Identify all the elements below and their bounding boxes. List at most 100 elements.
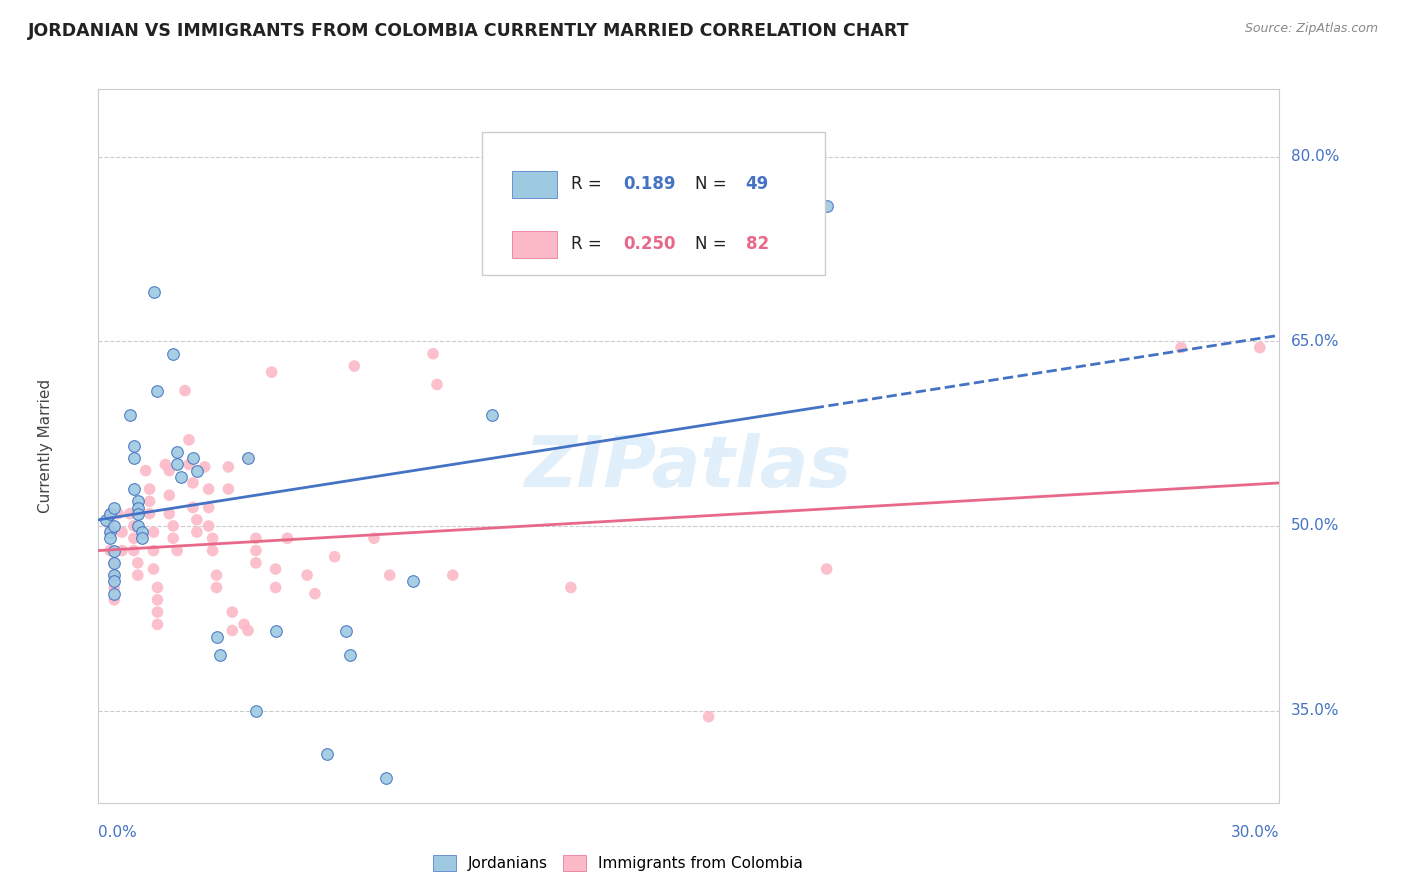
Point [122, 451, 145, 466]
Point [166, 543, 188, 558]
Text: R =: R = [571, 175, 607, 193]
Point [335, 624, 357, 638]
Text: N =: N = [695, 235, 731, 253]
FancyBboxPatch shape [482, 132, 825, 275]
Point [205, 568, 228, 582]
Point [103, 543, 125, 558]
Point [422, 347, 444, 361]
Text: 65.0%: 65.0% [1291, 334, 1339, 349]
Point [245, 556, 267, 570]
Point [174, 384, 197, 398]
Point [96, 513, 118, 527]
Point [103, 519, 125, 533]
Point [118, 507, 141, 521]
Text: 0.189: 0.189 [623, 175, 675, 193]
Point [98, 525, 121, 540]
Point [221, 605, 243, 619]
Point [122, 531, 145, 545]
Point [98, 531, 121, 545]
Point [166, 458, 188, 472]
Text: 50.0%: 50.0% [1291, 518, 1339, 533]
Point [138, 507, 160, 521]
Point [131, 525, 153, 540]
Point [295, 568, 318, 582]
Point [343, 359, 366, 373]
Point [177, 433, 200, 447]
Point [98, 507, 121, 521]
Point [815, 199, 838, 213]
Bar [512, 231, 557, 258]
Point [323, 549, 346, 564]
Text: R =: R = [571, 235, 607, 253]
Point [98, 507, 121, 521]
Point [103, 556, 125, 570]
Point [276, 531, 298, 545]
Legend: Jordanians, Immigrants from Colombia: Jordanians, Immigrants from Colombia [427, 849, 810, 877]
Point [127, 500, 149, 515]
Point [236, 451, 259, 466]
Point [264, 562, 287, 576]
Point [122, 543, 145, 558]
Point [103, 581, 125, 595]
Text: 49: 49 [745, 175, 769, 193]
Text: JORDANIAN VS IMMIGRANTS FROM COLOMBIA CURRENTLY MARRIED CORRELATION CHART: JORDANIAN VS IMMIGRANTS FROM COLOMBIA CU… [28, 22, 910, 40]
Point [217, 459, 239, 474]
Point [135, 464, 157, 478]
Point [815, 562, 838, 576]
Point [304, 587, 326, 601]
Point [142, 562, 165, 576]
Point [197, 500, 219, 515]
Point [236, 451, 259, 466]
Point [146, 384, 169, 398]
Point [194, 459, 217, 474]
Point [205, 630, 228, 644]
Point [142, 525, 165, 540]
Point [146, 605, 169, 619]
Point [201, 543, 224, 558]
Point [146, 581, 169, 595]
Point [426, 377, 449, 392]
Point [111, 525, 134, 540]
Point [127, 568, 149, 582]
Point [209, 648, 232, 662]
Point [166, 445, 188, 459]
Bar [512, 170, 557, 198]
Point [98, 519, 121, 533]
Point [1170, 341, 1192, 355]
Point [378, 568, 401, 582]
Point [236, 624, 259, 638]
Point [155, 458, 177, 472]
Point [157, 488, 180, 502]
Point [697, 709, 720, 723]
Point [264, 581, 287, 595]
Point [138, 494, 160, 508]
Point [122, 519, 145, 533]
Point [186, 525, 208, 540]
Text: 0.250: 0.250 [623, 235, 675, 253]
Point [157, 507, 180, 521]
Text: N =: N = [695, 175, 731, 193]
Text: Source: ZipAtlas.com: Source: ZipAtlas.com [1244, 22, 1378, 36]
Point [107, 507, 129, 521]
Point [181, 475, 204, 490]
Point [98, 543, 121, 558]
Point [142, 543, 165, 558]
Point [363, 531, 385, 545]
Point [98, 525, 121, 540]
Point [122, 439, 145, 453]
Point [127, 494, 149, 508]
Point [181, 451, 204, 466]
Point [264, 624, 287, 638]
Point [170, 469, 193, 483]
Point [118, 409, 141, 423]
Point [233, 617, 256, 632]
Point [560, 581, 582, 595]
Point [146, 617, 169, 632]
Point [162, 347, 184, 361]
Point [127, 507, 149, 521]
Point [374, 771, 396, 785]
Point [103, 574, 125, 589]
Point [122, 482, 145, 496]
Point [142, 285, 165, 300]
Point [131, 531, 153, 545]
